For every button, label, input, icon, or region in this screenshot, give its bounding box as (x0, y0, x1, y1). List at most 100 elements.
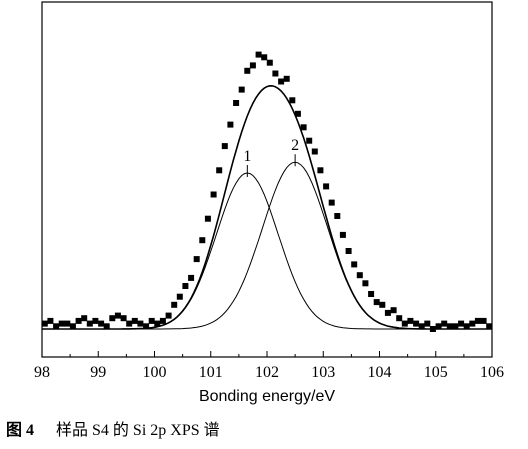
data-point (294, 110, 301, 117)
xps-chart: 98 99 100 101 102 103 104 105 106 12 Bonding ene… (34, 1, 504, 405)
peak-label: 1 (243, 148, 251, 165)
data-point (53, 323, 60, 330)
data-point (339, 231, 346, 238)
data-point (233, 100, 240, 106)
data-point (368, 291, 375, 297)
x-tick-label: 102 (255, 364, 279, 381)
figure-caption: 图 4 样品 S4 的 Si 2p XPS 谱 (6, 416, 220, 440)
component-1-line (42, 172, 492, 330)
x-axis-title: Bonding energy/eV (199, 388, 335, 405)
data-point (92, 317, 99, 324)
data-point (148, 317, 155, 324)
data-point (137, 320, 144, 327)
data-point (176, 293, 183, 300)
data-point (131, 317, 138, 324)
data-point (390, 307, 397, 314)
x-tick-label: 99 (90, 364, 106, 381)
data-point (435, 323, 442, 330)
data-point (283, 75, 290, 82)
data-point (244, 67, 251, 74)
data-point (424, 320, 431, 327)
data-point (441, 320, 448, 327)
data-point (323, 183, 330, 190)
data-point (486, 323, 493, 330)
data-point (334, 213, 341, 219)
data-point (227, 121, 234, 128)
data-point (306, 137, 313, 144)
data-point (413, 320, 420, 327)
data-point (193, 256, 200, 263)
data-point (238, 86, 245, 93)
data-point (362, 280, 369, 287)
data-point (58, 320, 65, 327)
data-point (401, 320, 408, 327)
data-point (143, 323, 150, 330)
data-point (120, 315, 127, 322)
data-point (126, 320, 133, 327)
data-point (64, 320, 71, 327)
data-point (373, 299, 380, 306)
data-point (311, 148, 318, 155)
x-tick-label: 98 (34, 364, 50, 381)
data-point (469, 320, 476, 327)
data-point (300, 124, 307, 131)
data-point (463, 323, 470, 330)
data-point (351, 261, 358, 268)
data-point (210, 191, 217, 198)
figure-number: 图 4 (6, 422, 35, 439)
data-point (272, 70, 279, 77)
data-point (289, 97, 296, 104)
data-point (216, 167, 223, 174)
data-point (199, 237, 206, 244)
x-tick-label: 101 (199, 364, 223, 381)
data-point (317, 167, 324, 174)
data-point (204, 215, 211, 222)
data-point (47, 317, 54, 324)
data-point (159, 317, 166, 324)
data-point (255, 51, 262, 58)
data-point (165, 312, 172, 319)
data-point (98, 320, 105, 327)
data-point (418, 323, 425, 330)
data-point (188, 274, 195, 281)
data-point (328, 199, 335, 206)
x-tick-label: 104 (368, 364, 392, 381)
data-point (171, 301, 178, 308)
x-tick-label: 100 (143, 364, 167, 381)
data-point (396, 315, 403, 322)
data-point (249, 62, 256, 69)
peak-label: 2 (291, 137, 299, 154)
data-point (109, 315, 116, 322)
data-point (266, 59, 273, 66)
x-tick-labels: 98 99 100 101 102 103 104 105 106 (34, 364, 504, 381)
data-point (345, 248, 352, 254)
data-point (446, 323, 453, 330)
data-point (356, 272, 363, 279)
x-tick-label: 105 (424, 364, 448, 381)
data-point (103, 323, 110, 330)
data-point (41, 320, 48, 327)
data-point (182, 283, 189, 289)
data-point (81, 315, 88, 322)
data-points (41, 51, 493, 332)
data-point (86, 320, 93, 327)
x-tick-label: 106 (480, 364, 504, 381)
peak-labels: 12 (243, 137, 299, 177)
data-point (407, 317, 414, 324)
data-point (278, 78, 285, 85)
data-point (458, 320, 465, 327)
data-point (384, 309, 391, 316)
envelope-line (42, 84, 492, 330)
data-point (452, 323, 459, 330)
data-point (69, 323, 76, 330)
data-point (261, 54, 268, 61)
data-point (154, 320, 161, 327)
x-axis-ticks (41, 351, 493, 357)
data-point (429, 326, 436, 332)
component-2-line (42, 161, 492, 330)
data-point (75, 317, 82, 324)
data-point (114, 312, 121, 319)
data-point (474, 317, 481, 324)
data-point (221, 143, 228, 150)
data-point (480, 317, 487, 324)
